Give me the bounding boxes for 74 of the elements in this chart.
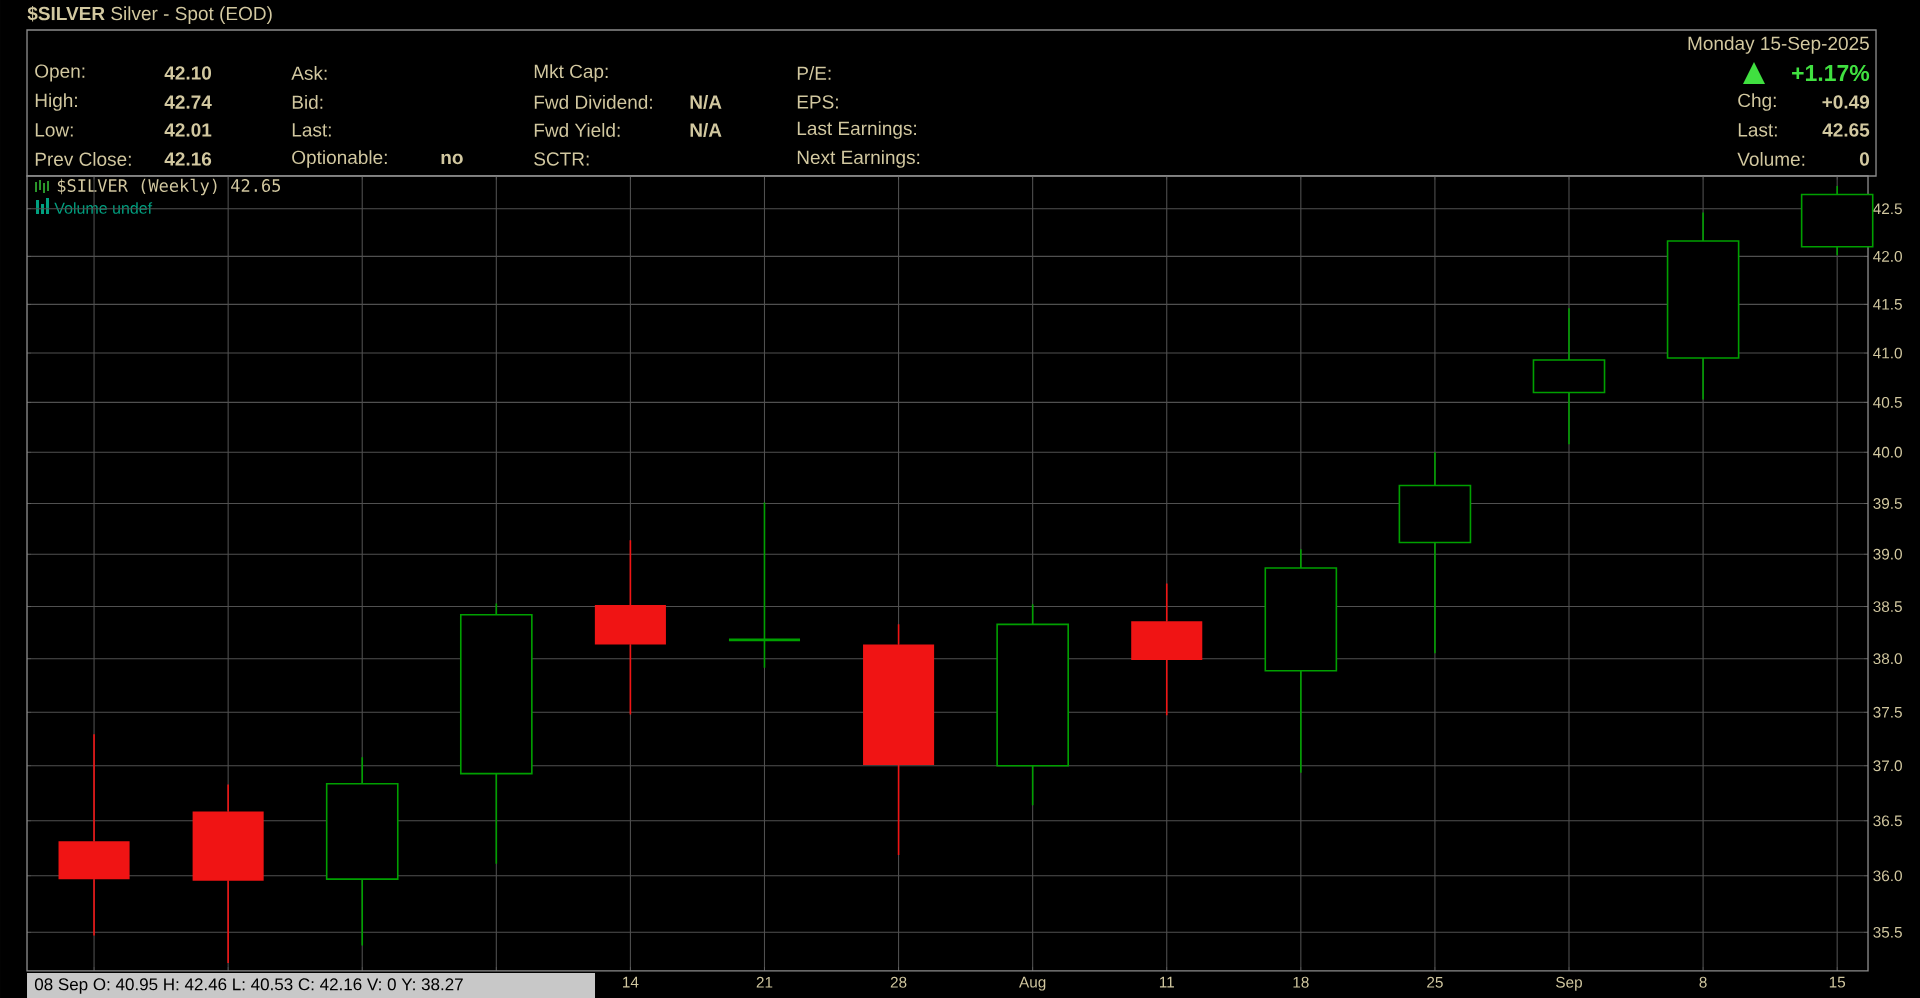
candlestick <box>727 501 802 669</box>
text: 08 Sep O: 40.95 H: 42.46 L: 40.53 C: 42.16 V: 0 Y: 38.27 <box>34 978 463 994</box>
chart-title: $SILVER Silver - Spot (EOD) <box>27 5 272 25</box>
x-tick-label: 15 <box>1829 976 1846 988</box>
y-tick-label: 40.0 <box>1873 446 1902 458</box>
candlestick <box>1532 307 1606 446</box>
candlestick <box>594 539 666 716</box>
text: Mkt Cap: <box>534 64 608 82</box>
candlestick <box>1666 211 1740 401</box>
text: 42.74 <box>164 95 212 109</box>
text: SCTR: <box>534 152 589 166</box>
text: 42.16 <box>164 152 212 166</box>
candlestick <box>1131 582 1203 717</box>
text: EPS: <box>797 95 838 109</box>
text: High: <box>35 93 77 111</box>
candlestick <box>459 602 533 865</box>
text: Open: <box>35 64 85 82</box>
text: Last: <box>1738 123 1777 137</box>
candlestick <box>325 756 399 947</box>
text: Prev Close: <box>35 152 131 166</box>
text: N/A <box>690 94 722 110</box>
y-tick-label: 36.0 <box>1873 870 1902 882</box>
candlestick <box>1800 185 1874 257</box>
chart-subtitle: $SILVER (Weekly) 42.65 <box>57 178 281 196</box>
y-tick-label: 41.5 <box>1873 299 1902 310</box>
candlestick <box>863 623 935 856</box>
y-tick-label: 41.0 <box>1873 347 1902 359</box>
y-tick-label: 37.0 <box>1873 760 1902 772</box>
text: Fwd Yield: <box>534 123 620 137</box>
text: 42.01 <box>164 123 212 137</box>
y-tick-label: 39.0 <box>1873 548 1902 560</box>
candlestick <box>996 603 1069 807</box>
candlestick <box>1398 451 1472 655</box>
text: Optionable: <box>292 150 387 168</box>
x-tick-label: 28 <box>890 976 907 988</box>
text: Chg: <box>1738 93 1776 111</box>
text: +1.17% <box>1792 64 1870 82</box>
text: Fwd Dividend: <box>534 95 652 109</box>
y-tick-label: 35.5 <box>1873 926 1902 938</box>
text: Last Earnings: <box>797 121 916 139</box>
y-tick-label: 36.5 <box>1873 815 1902 827</box>
text: Low: <box>35 123 73 137</box>
y-tick-label: 40.5 <box>1873 396 1902 408</box>
y-tick-label: 38.0 <box>1873 653 1902 665</box>
text: Bid: <box>292 95 323 109</box>
annotation: Volume undef <box>54 202 153 214</box>
text: 42.10 <box>164 66 212 80</box>
x-tick-label: 21 <box>756 976 773 988</box>
text: Monday 15-Sep-2025 <box>1688 36 1869 54</box>
text: Volume: <box>1737 152 1805 166</box>
candlestick <box>58 733 130 937</box>
y-tick-label: 38.5 <box>1873 601 1902 612</box>
text: P/E: <box>797 66 831 80</box>
x-tick-label: 11 <box>1159 976 1174 988</box>
y-tick-label: 39.5 <box>1873 498 1902 509</box>
text: 42.65 <box>1822 123 1870 137</box>
x-tick-label: 18 <box>1293 976 1309 988</box>
x-tick-label: 14 <box>623 976 639 988</box>
y-tick-label: 37.5 <box>1873 706 1902 718</box>
x-tick-label: Sep <box>1556 976 1582 991</box>
x-tick-label: 25 <box>1427 976 1443 988</box>
text: 0 <box>1859 152 1869 166</box>
text: no <box>441 153 463 165</box>
text: Ask: <box>291 66 327 80</box>
text: N/A <box>690 122 722 138</box>
y-tick-label: 42.0 <box>1873 250 1902 262</box>
candlestick <box>192 783 264 964</box>
text: Next Earnings: <box>797 150 920 168</box>
text: Last: <box>292 123 331 137</box>
y-tick-label: 42.5 <box>1873 203 1902 215</box>
candlestick <box>1264 548 1338 774</box>
x-tick-label: Aug <box>1019 976 1046 991</box>
x-tick-label: 8 <box>1699 976 1707 988</box>
text: +0.49 <box>1822 95 1870 109</box>
